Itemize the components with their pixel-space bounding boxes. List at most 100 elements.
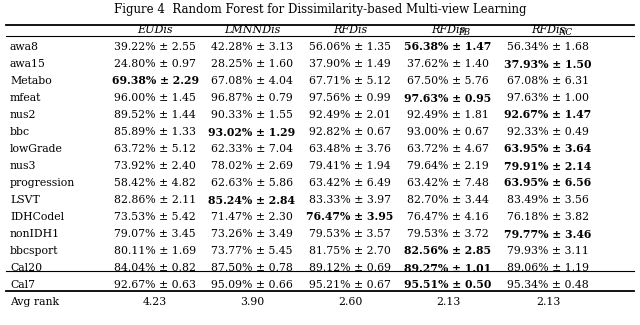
Text: EUDis: EUDis xyxy=(137,25,173,35)
Text: 82.86% ± 2.11: 82.86% ± 2.11 xyxy=(114,195,196,205)
Text: 39.22% ± 2.55: 39.22% ± 2.55 xyxy=(114,42,196,52)
Text: nonIDH1: nonIDH1 xyxy=(10,229,60,239)
Text: 63.95% ± 3.64: 63.95% ± 3.64 xyxy=(504,144,591,154)
Text: Cal20: Cal20 xyxy=(10,263,42,273)
Text: Figure 4  Random Forest for Dissimilarity-based Multi-view Learning: Figure 4 Random Forest for Dissimilarity… xyxy=(114,3,526,16)
Text: 79.64% ± 2.19: 79.64% ± 2.19 xyxy=(407,161,489,171)
Text: IDHCodel: IDHCodel xyxy=(10,212,64,222)
Text: 63.72% ± 4.67: 63.72% ± 4.67 xyxy=(407,144,489,154)
Text: 92.49% ± 2.01: 92.49% ± 2.01 xyxy=(309,110,391,120)
Text: 97.63% ± 0.95: 97.63% ± 0.95 xyxy=(404,93,492,103)
Text: 83.49% ± 3.56: 83.49% ± 3.56 xyxy=(507,195,589,205)
Text: LMNNDis: LMNNDis xyxy=(224,25,280,35)
Text: 92.67% ± 1.47: 92.67% ± 1.47 xyxy=(504,110,591,121)
Text: 90.33% ± 1.55: 90.33% ± 1.55 xyxy=(211,110,293,120)
Text: 89.06% ± 1.19: 89.06% ± 1.19 xyxy=(507,263,589,273)
Text: 67.08% ± 4.04: 67.08% ± 4.04 xyxy=(211,76,293,86)
Text: 3.90: 3.90 xyxy=(240,297,264,307)
Text: 37.62% ± 1.40: 37.62% ± 1.40 xyxy=(407,59,489,69)
Text: 79.07% ± 3.45: 79.07% ± 3.45 xyxy=(114,229,196,239)
Text: 82.56% ± 2.85: 82.56% ± 2.85 xyxy=(404,245,492,256)
Text: 79.91% ± 2.14: 79.91% ± 2.14 xyxy=(504,161,591,172)
Text: 89.52% ± 1.44: 89.52% ± 1.44 xyxy=(114,110,196,120)
Text: 2.13: 2.13 xyxy=(536,297,560,307)
Text: 95.09% ± 0.66: 95.09% ± 0.66 xyxy=(211,280,293,290)
Text: 80.11% ± 1.69: 80.11% ± 1.69 xyxy=(114,246,196,256)
Text: 56.34% ± 1.68: 56.34% ± 1.68 xyxy=(507,42,589,52)
Text: 93.00% ± 0.67: 93.00% ± 0.67 xyxy=(407,127,489,137)
Text: 71.47% ± 2.30: 71.47% ± 2.30 xyxy=(211,212,293,222)
Text: 79.53% ± 3.57: 79.53% ± 3.57 xyxy=(309,229,391,239)
Text: 89.12% ± 0.69: 89.12% ± 0.69 xyxy=(309,263,391,273)
Text: 96.00% ± 1.45: 96.00% ± 1.45 xyxy=(114,93,196,103)
Text: 76.18% ± 3.82: 76.18% ± 3.82 xyxy=(507,212,589,222)
Text: Cal7: Cal7 xyxy=(10,280,35,290)
Text: 4.23: 4.23 xyxy=(143,297,167,307)
Text: 92.82% ± 0.67: 92.82% ± 0.67 xyxy=(309,127,391,137)
Text: 76.47% ± 4.16: 76.47% ± 4.16 xyxy=(407,212,489,222)
Text: 92.33% ± 0.49: 92.33% ± 0.49 xyxy=(507,127,589,137)
Text: 58.42% ± 4.82: 58.42% ± 4.82 xyxy=(114,178,196,188)
Text: 92.67% ± 0.63: 92.67% ± 0.63 xyxy=(114,280,196,290)
Text: 63.72% ± 5.12: 63.72% ± 5.12 xyxy=(114,144,196,154)
Text: 73.92% ± 2.40: 73.92% ± 2.40 xyxy=(114,161,196,171)
Text: progression: progression xyxy=(10,178,76,188)
Text: 63.42% ± 7.48: 63.42% ± 7.48 xyxy=(407,178,489,188)
Text: 79.53% ± 3.72: 79.53% ± 3.72 xyxy=(407,229,489,239)
Text: RFDis: RFDis xyxy=(431,25,465,35)
Text: 24.80% ± 0.97: 24.80% ± 0.97 xyxy=(114,59,196,69)
Text: RFDis: RFDis xyxy=(333,25,367,35)
Text: 97.63% ± 1.00: 97.63% ± 1.00 xyxy=(507,93,589,103)
Text: 37.93% ± 1.50: 37.93% ± 1.50 xyxy=(504,58,592,70)
Text: 85.24% ± 2.84: 85.24% ± 2.84 xyxy=(209,194,296,205)
Text: 73.77% ± 5.45: 73.77% ± 5.45 xyxy=(211,246,292,256)
Text: 95.34% ± 0.48: 95.34% ± 0.48 xyxy=(507,280,589,290)
Text: 97.56% ± 0.99: 97.56% ± 0.99 xyxy=(309,93,391,103)
Text: 82.70% ± 3.44: 82.70% ± 3.44 xyxy=(407,195,489,205)
Text: 93.02% ± 1.29: 93.02% ± 1.29 xyxy=(209,126,296,137)
Text: awa8: awa8 xyxy=(10,42,39,52)
Text: 83.33% ± 3.97: 83.33% ± 3.97 xyxy=(309,195,391,205)
Text: 73.53% ± 5.42: 73.53% ± 5.42 xyxy=(114,212,196,222)
Text: 89.27% ± 1.01: 89.27% ± 1.01 xyxy=(404,263,492,274)
Text: 84.04% ± 0.82: 84.04% ± 0.82 xyxy=(114,263,196,273)
Text: Metabo: Metabo xyxy=(10,76,52,86)
Text: Avg rank: Avg rank xyxy=(10,297,59,307)
Text: 73.26% ± 3.49: 73.26% ± 3.49 xyxy=(211,229,293,239)
Text: LSVT: LSVT xyxy=(10,195,40,205)
Text: 85.89% ± 1.33: 85.89% ± 1.33 xyxy=(114,127,196,137)
Text: RFDis: RFDis xyxy=(531,25,565,35)
Text: 79.93% ± 3.11: 79.93% ± 3.11 xyxy=(507,246,589,256)
Text: 37.90% ± 1.49: 37.90% ± 1.49 xyxy=(309,59,391,69)
Text: 63.48% ± 3.76: 63.48% ± 3.76 xyxy=(309,144,391,154)
Text: 63.95% ± 6.56: 63.95% ± 6.56 xyxy=(504,177,591,188)
Text: 62.33% ± 7.04: 62.33% ± 7.04 xyxy=(211,144,293,154)
Text: 79.77% ± 3.46: 79.77% ± 3.46 xyxy=(504,228,592,240)
Text: 63.42% ± 6.49: 63.42% ± 6.49 xyxy=(309,178,391,188)
Text: PB: PB xyxy=(458,28,470,37)
Text: 2.13: 2.13 xyxy=(436,297,460,307)
Text: 62.63% ± 5.86: 62.63% ± 5.86 xyxy=(211,178,293,188)
Text: 2.60: 2.60 xyxy=(338,297,362,307)
Text: awa15: awa15 xyxy=(10,59,46,69)
Text: 78.02% ± 2.69: 78.02% ± 2.69 xyxy=(211,161,293,171)
Text: bbc: bbc xyxy=(10,127,30,137)
Text: mfeat: mfeat xyxy=(10,93,42,103)
Text: 67.50% ± 5.76: 67.50% ± 5.76 xyxy=(407,76,489,86)
Text: 79.41% ± 1.94: 79.41% ± 1.94 xyxy=(309,161,391,171)
Text: 67.71% ± 5.12: 67.71% ± 5.12 xyxy=(309,76,391,86)
Text: NC: NC xyxy=(559,28,573,37)
Text: 69.38% ± 2.29: 69.38% ± 2.29 xyxy=(111,75,198,86)
Text: 92.49% ± 1.81: 92.49% ± 1.81 xyxy=(407,110,489,120)
Text: 95.51% ± 0.50: 95.51% ± 0.50 xyxy=(404,280,492,291)
Text: lowGrade: lowGrade xyxy=(10,144,63,154)
Text: 56.06% ± 1.35: 56.06% ± 1.35 xyxy=(309,42,391,52)
Text: nus2: nus2 xyxy=(10,110,36,120)
Text: 28.25% ± 1.60: 28.25% ± 1.60 xyxy=(211,59,293,69)
Text: 95.21% ± 0.67: 95.21% ± 0.67 xyxy=(309,280,391,290)
Text: 56.38% ± 1.47: 56.38% ± 1.47 xyxy=(404,42,492,53)
Text: 42.28% ± 3.13: 42.28% ± 3.13 xyxy=(211,42,293,52)
Text: 87.50% ± 0.78: 87.50% ± 0.78 xyxy=(211,263,293,273)
Text: bbcsport: bbcsport xyxy=(10,246,58,256)
Text: 67.08% ± 6.31: 67.08% ± 6.31 xyxy=(507,76,589,86)
